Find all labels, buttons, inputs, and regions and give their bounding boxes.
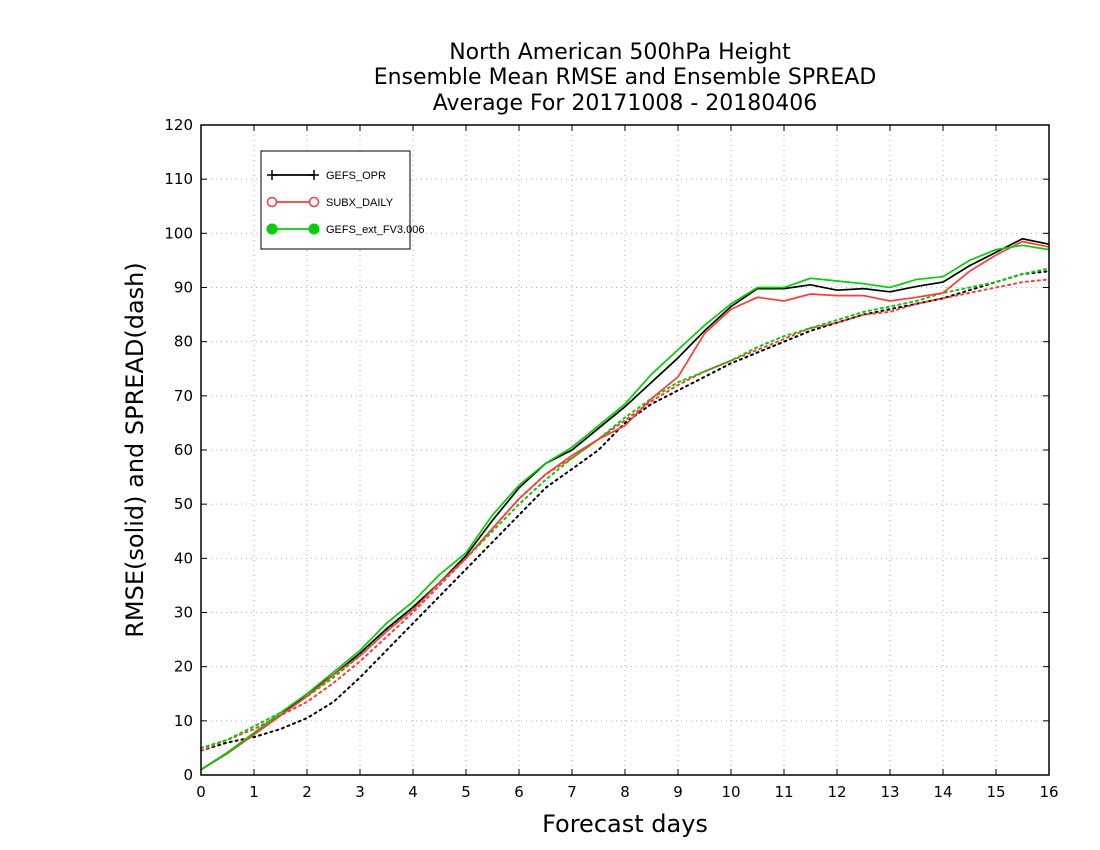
x-tick-label: 1 [249, 783, 259, 801]
legend-marker [308, 196, 320, 208]
y-tick-label: 20 [174, 658, 193, 676]
spread-line-gefs-opr [200, 270, 1050, 752]
y-tick-label: 110 [164, 170, 193, 188]
chart-title: North American 500hPa Height Ensemble Me… [374, 40, 877, 116]
y-tick-label: 70 [174, 387, 193, 405]
x-tick-label: 14 [933, 783, 952, 801]
rmse-line-subx-daily [200, 240, 1050, 771]
x-tick-label: 4 [408, 783, 418, 801]
x-tick-label: 11 [774, 783, 793, 801]
x-tick-label: 10 [721, 783, 740, 801]
rmse-lines [200, 237, 1050, 771]
y-tick-label: 10 [174, 712, 193, 730]
x-tick-label: 12 [827, 783, 846, 801]
plot-frame [200, 124, 1050, 776]
legend-label: SUBX_DAILY [326, 197, 394, 209]
y-tick-label: 0 [183, 766, 193, 784]
title-line-3: Average For 20171008 - 20180406 [433, 91, 818, 116]
rmse-line-gefs-ext-fv3-006 [200, 244, 1050, 771]
legend-label: GEFS_OPR [326, 170, 386, 182]
title-line-1: North American 500hPa Height [449, 40, 791, 65]
legend-marker [266, 223, 278, 235]
y-tick-label: 90 [174, 279, 193, 297]
legend-entry-gefs-ext-fv3-006: GEFS_ext_FV3.006 [266, 223, 424, 236]
x-axis-label: Forecast days [542, 810, 708, 838]
x-tick-label: 6 [514, 783, 524, 801]
y-tick-label: 100 [164, 224, 193, 242]
x-tick-label: 3 [355, 783, 365, 801]
legend-box [260, 150, 411, 250]
legend: GEFS_OPR SUBX_DAILY GEFS_ext_FV3.006 [260, 150, 424, 250]
x-tick-label: 2 [302, 783, 312, 801]
y-tick-label: 60 [174, 441, 193, 459]
y-axis-label: RMSE(solid) and SPREAD(dash) [121, 262, 149, 638]
legend-entry-gefs-opr: GEFS_OPR [267, 170, 386, 182]
spread-lines [200, 267, 1050, 752]
legend-marker [308, 223, 320, 235]
y-tick-label: 120 [164, 116, 193, 134]
title-line-2: Ensemble Mean RMSE and Ensemble SPREAD [374, 65, 877, 90]
x-tick-label: 5 [461, 783, 471, 801]
x-tick-label: 15 [986, 783, 1005, 801]
x-tick-label: 13 [880, 783, 899, 801]
y-tick-label: 50 [174, 495, 193, 513]
legend-marker [266, 196, 278, 208]
x-tick-label: 9 [673, 783, 683, 801]
spread-line-subx-daily [200, 278, 1050, 752]
spread-line-gefs-ext-fv3-006 [200, 267, 1050, 749]
x-tick-label: 8 [620, 783, 630, 801]
legend-label: GEFS_ext_FV3.006 [326, 224, 424, 236]
x-tick-label: 16 [1039, 783, 1058, 801]
y-tick-label: 40 [174, 549, 193, 567]
x-tick-label: 0 [196, 783, 206, 801]
y-tick-label: 30 [174, 604, 193, 622]
x-tick-label: 7 [567, 783, 577, 801]
legend-entry-subx-daily: SUBX_DAILY [266, 196, 394, 209]
y-tick-label: 80 [174, 333, 193, 351]
